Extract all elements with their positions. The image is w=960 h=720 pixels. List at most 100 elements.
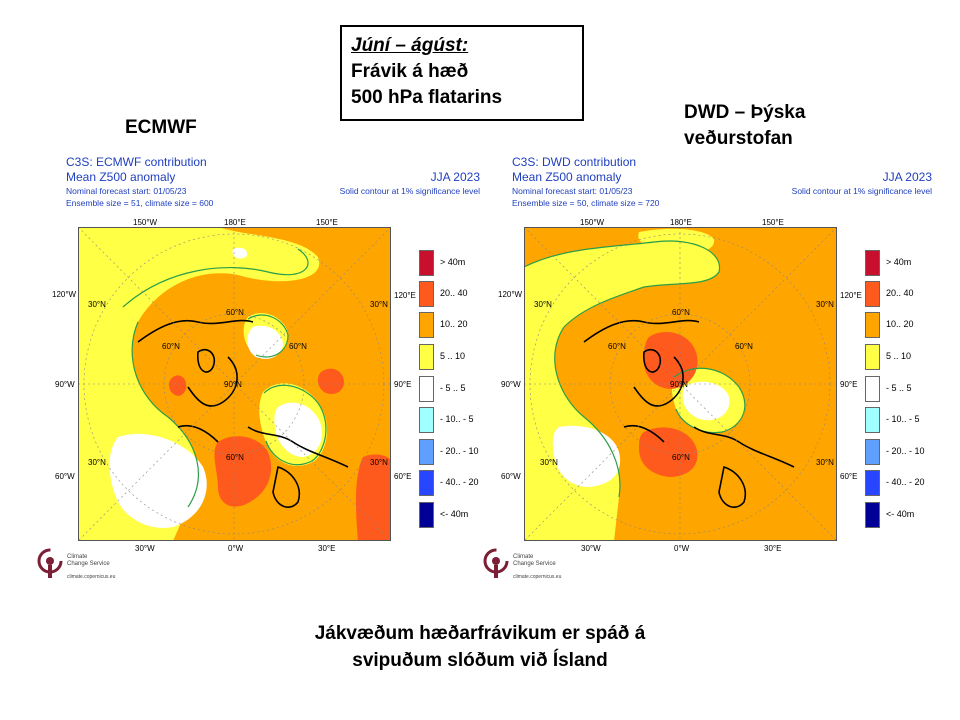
anomaly-field-near-zero — [247, 325, 283, 359]
lat-label: 60°N — [672, 453, 690, 462]
lat-label: 30°N — [816, 300, 834, 309]
climate-change-logo-icon — [483, 548, 509, 578]
legend-item: - 20.. - 10 — [419, 439, 479, 465]
legend-swatch — [419, 312, 434, 338]
lat-label: 90°N — [224, 380, 242, 389]
legend-swatch — [419, 281, 434, 307]
legend-item: <- 40m — [865, 502, 925, 528]
model-title-dwd: DWD – Þýska veðurstofan — [684, 100, 805, 152]
panel-significance-note: Solid contour at 1% significance level — [791, 186, 932, 196]
slide-title-line-3: 500 hPa flatarins — [351, 87, 503, 108]
legend-item: > 40m — [865, 250, 925, 276]
lon-label-bottom: 30°E — [764, 544, 782, 553]
lon-label-left: 120°W — [498, 290, 523, 299]
footer-line-2: svipuðum slóðum við Ísland — [352, 650, 608, 671]
lon-label-top: 150°W — [133, 218, 158, 227]
lon-label-left: 90°W — [501, 380, 521, 389]
legend-swatch — [865, 344, 880, 370]
significance-contour — [131, 321, 199, 508]
legend-label: 20.. 40 — [440, 288, 468, 298]
legend-item: <- 40m — [419, 502, 479, 528]
lon-label-bottom: 0°W — [674, 544, 690, 553]
slide-title-box: Júní – ágúst: Frávik á hæð 500 hPa flata… — [340, 25, 584, 121]
lat-label: 60°N — [226, 308, 244, 317]
logo-line-1: Climate — [513, 554, 534, 560]
logo-line-1: Climate — [67, 554, 88, 560]
footer-line-1: Jákvæðum hæðarfrávikum er spáð á — [314, 623, 646, 644]
anomaly-field-20-40 — [169, 375, 187, 396]
c3s-logo: Climate Change Service climate.copernicu… — [483, 548, 603, 584]
lon-label-left: 90°W — [55, 380, 75, 389]
lat-label: 30°N — [816, 458, 834, 467]
coastline — [643, 348, 746, 508]
legend-swatch — [419, 376, 434, 402]
legend-item: 20.. 40 — [419, 281, 479, 307]
panel-header-line-1: C3S: DWD contribution — [512, 155, 637, 169]
meridian-line — [524, 227, 837, 541]
map-ecmwf: 30°N 30°N 30°N 30°N 60°N 60°N 60°N 60°N … — [78, 227, 391, 541]
model-title-ecmwf: ECMWF — [125, 115, 197, 141]
panel-ensemble: Ensemble size = 50, climate size = 720 — [512, 198, 660, 208]
lat-label: 90°N — [670, 380, 688, 389]
lon-label-left: 120°W — [52, 290, 77, 299]
legend-dwd: > 40m 20.. 40 10.. 20 5 .. 10 - 5 .. 5 -… — [865, 250, 925, 530]
legend-swatch — [865, 312, 880, 338]
legend-swatch — [865, 502, 880, 528]
anomaly-field-20-40 — [355, 454, 391, 541]
lat-label: 60°N — [735, 342, 753, 351]
lon-label-right: 60°E — [840, 472, 858, 481]
significance-contour — [122, 248, 309, 308]
panel-ensemble: Ensemble size = 51, climate size = 600 — [66, 198, 214, 208]
significance-contour — [554, 326, 621, 498]
anomaly-field-20-40 — [317, 368, 344, 394]
legend-ecmwf: > 40m 20.. 40 10.. 20 5 .. 10 - 5 .. 5 -… — [419, 250, 479, 530]
lon-label-bottom: 0°W — [228, 544, 244, 553]
legend-item: 20.. 40 — [865, 281, 925, 307]
panel-header-line-1: C3S: ECMWF contribution — [66, 155, 207, 169]
lon-label-right: 120°E — [394, 291, 416, 300]
lat-label: 30°N — [540, 458, 558, 467]
lat-label: 60°N — [672, 308, 690, 317]
legend-item: 10.. 20 — [419, 312, 479, 338]
legend-swatch — [419, 250, 434, 276]
legend-item: - 40.. - 20 — [865, 470, 925, 496]
legend-swatch — [419, 502, 434, 528]
legend-label: <- 40m — [886, 509, 915, 519]
logo-line-2: Change Service — [67, 561, 110, 567]
lon-label-left: 60°W — [55, 472, 75, 481]
lon-label-right: 90°E — [394, 380, 412, 389]
legend-swatch — [419, 344, 434, 370]
anomaly-field-near-zero — [109, 433, 207, 528]
panel-header-line-2: Mean Z500 anomaly — [512, 170, 622, 184]
significance-contour — [524, 240, 721, 328]
legend-item: 5 .. 10 — [865, 344, 925, 370]
lon-label-top: 180°E — [224, 218, 246, 227]
legend-label: - 5 .. 5 — [886, 383, 912, 393]
legend-swatch — [865, 439, 880, 465]
legend-label: 5 .. 10 — [886, 351, 912, 361]
lon-label-top: 150°E — [762, 218, 784, 227]
legend-label: <- 40m — [440, 509, 469, 519]
coastline — [583, 319, 795, 468]
panel-forecast-start: Nominal forecast start: 01/05/23 — [66, 186, 187, 196]
legend-item: 10.. 20 — [865, 312, 925, 338]
legend-label: 10.. 20 — [886, 319, 914, 329]
climate-change-logo-icon — [37, 548, 63, 578]
panel-season: JJA 2023 — [430, 170, 480, 184]
lon-label-bottom: 30°W — [135, 544, 155, 553]
lon-label-bottom: 30°E — [318, 544, 336, 553]
slide-footer: Jákvæðum hæðarfrávikum er spáð á svipuðu… — [0, 620, 960, 674]
model-title-line: ECMWF — [125, 117, 197, 138]
legend-swatch — [865, 250, 880, 276]
lat-label: 60°N — [608, 342, 626, 351]
anomaly-field-20-40 — [639, 427, 698, 477]
legend-item: > 40m — [419, 250, 479, 276]
logo-url: climate.copernicus.eu — [513, 574, 562, 580]
legend-label: 5 .. 10 — [440, 351, 466, 361]
legend-swatch — [865, 470, 880, 496]
panel-forecast-start: Nominal forecast start: 01/05/23 — [512, 186, 633, 196]
panel-header-ecmwf: C3S: ECMWF contribution Mean Z500 anomal… — [66, 155, 480, 215]
legend-item: - 40.. - 20 — [419, 470, 479, 496]
slide-title-line-1: Júní – ágúst: — [351, 35, 469, 56]
legend-label: - 10.. - 5 — [886, 414, 920, 424]
